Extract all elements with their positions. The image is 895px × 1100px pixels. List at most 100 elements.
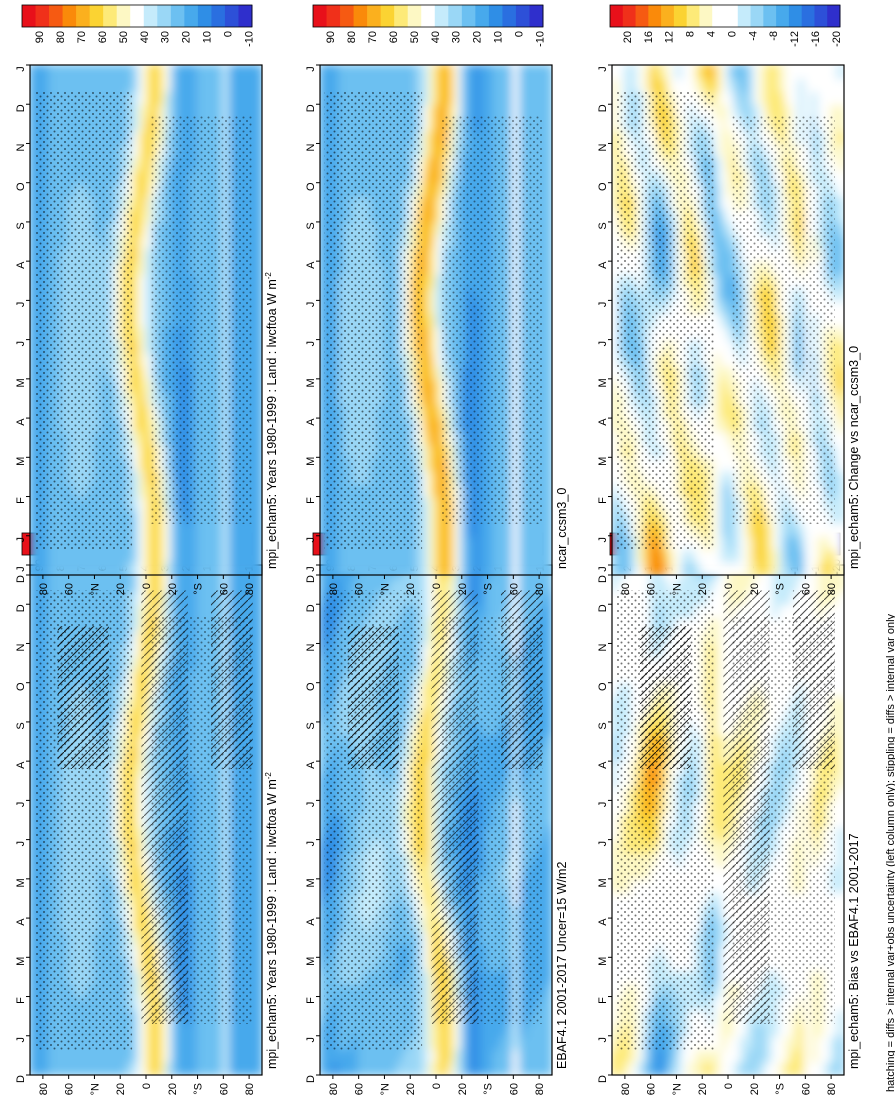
heat-cell [61,1060,70,1075]
heat-cell [138,1060,147,1075]
heat-cell [320,1008,328,1024]
heat-cell [612,1060,620,1075]
heat-cell [694,1047,704,1063]
heat-cell [241,1021,251,1037]
heat-cell [87,1047,96,1063]
heat-cell [254,694,262,710]
heat-cell [422,799,431,815]
heat-cell [739,577,749,593]
month-tick-label: J [15,1037,27,1043]
heat-cell [836,838,844,854]
heat-cell [30,655,38,671]
heat-cell [30,616,38,632]
heat-cell [35,77,44,93]
heat-cell [222,1047,231,1063]
heat-cell [177,1047,186,1063]
heat-cell [132,799,141,815]
heat-cell [151,1021,160,1037]
heat-cell [183,603,193,619]
heat-cell [132,734,141,750]
heat-cell [778,1047,787,1063]
heat-cell [30,694,38,710]
heat-cell [714,956,723,972]
heat-cell [74,1047,83,1063]
heat-cell [48,577,57,593]
heat-cell [196,603,205,619]
heat-cell [518,1034,528,1050]
heat-cell [791,1021,800,1037]
heat-cell [630,577,639,593]
heat-cell [30,1008,38,1024]
heat-cell [203,590,212,606]
heat-cell [170,1034,180,1050]
heat-cell [739,1060,749,1075]
heat-cell [422,681,431,697]
heat-cell [196,1047,205,1063]
heat-cell [254,773,262,789]
heat-cell [544,603,552,619]
heat-cell [170,1060,180,1075]
heat-cell [544,642,552,658]
heat-cell [254,956,262,972]
heat-cell [493,1034,502,1050]
heat-cell [739,1034,749,1050]
heat-cell [714,577,723,593]
heat-cell [132,930,141,946]
heat-cell [320,943,328,959]
month-tick-label: J [597,566,609,572]
heat-cell [415,1047,425,1063]
heat-cell [67,577,77,593]
heat-cell [48,1060,57,1075]
heat-cell [612,786,620,802]
heat-cell [435,1034,444,1050]
heat-cell [254,1060,262,1075]
heat-cell [30,603,38,619]
heat-cell [254,943,262,959]
heat-cell [707,1047,717,1063]
heat-cell [106,77,115,93]
heat-cell [30,482,38,498]
heat-cell [544,786,552,802]
heat-cell [30,851,38,867]
heat-cell [254,642,262,658]
heat-cell [30,812,38,828]
heat-cell [623,577,633,593]
heat-cell [836,681,844,697]
heat-cell [30,390,38,406]
heat-cell [344,577,354,593]
heat-cell [196,1060,205,1075]
heat-cell [338,1060,347,1075]
heat-cell [772,1034,781,1050]
heat-cell [30,469,38,485]
heat-cell [681,1047,691,1063]
heat-cell [493,603,502,619]
heat-cell [157,1060,167,1075]
heat-cell [538,1034,547,1050]
heat-cell [320,890,328,906]
heat-cell [254,930,262,946]
heat-cell [30,681,38,697]
heat-cell [499,577,508,593]
heat-cell [447,1021,457,1037]
heat-cell [254,877,262,893]
month-tick-label: D [15,1075,27,1083]
heat-cell [35,65,44,80]
heat-cell [836,720,844,736]
heat-cell [320,629,328,645]
heat-cell [493,577,502,593]
heat-cell [525,577,534,593]
heat-cell [132,590,141,606]
heat-cell [177,1034,186,1050]
heat-cell [138,577,147,593]
heat-cell [612,877,620,893]
heat-cell [30,116,38,132]
heat-cell [30,103,38,119]
heat-cell [778,1021,787,1037]
heat-cell [254,864,262,880]
heat-cell [544,864,552,880]
heat-cell [714,930,723,946]
heat-cell [714,616,723,632]
heat-cell [248,1034,257,1050]
heat-cell [612,760,620,776]
